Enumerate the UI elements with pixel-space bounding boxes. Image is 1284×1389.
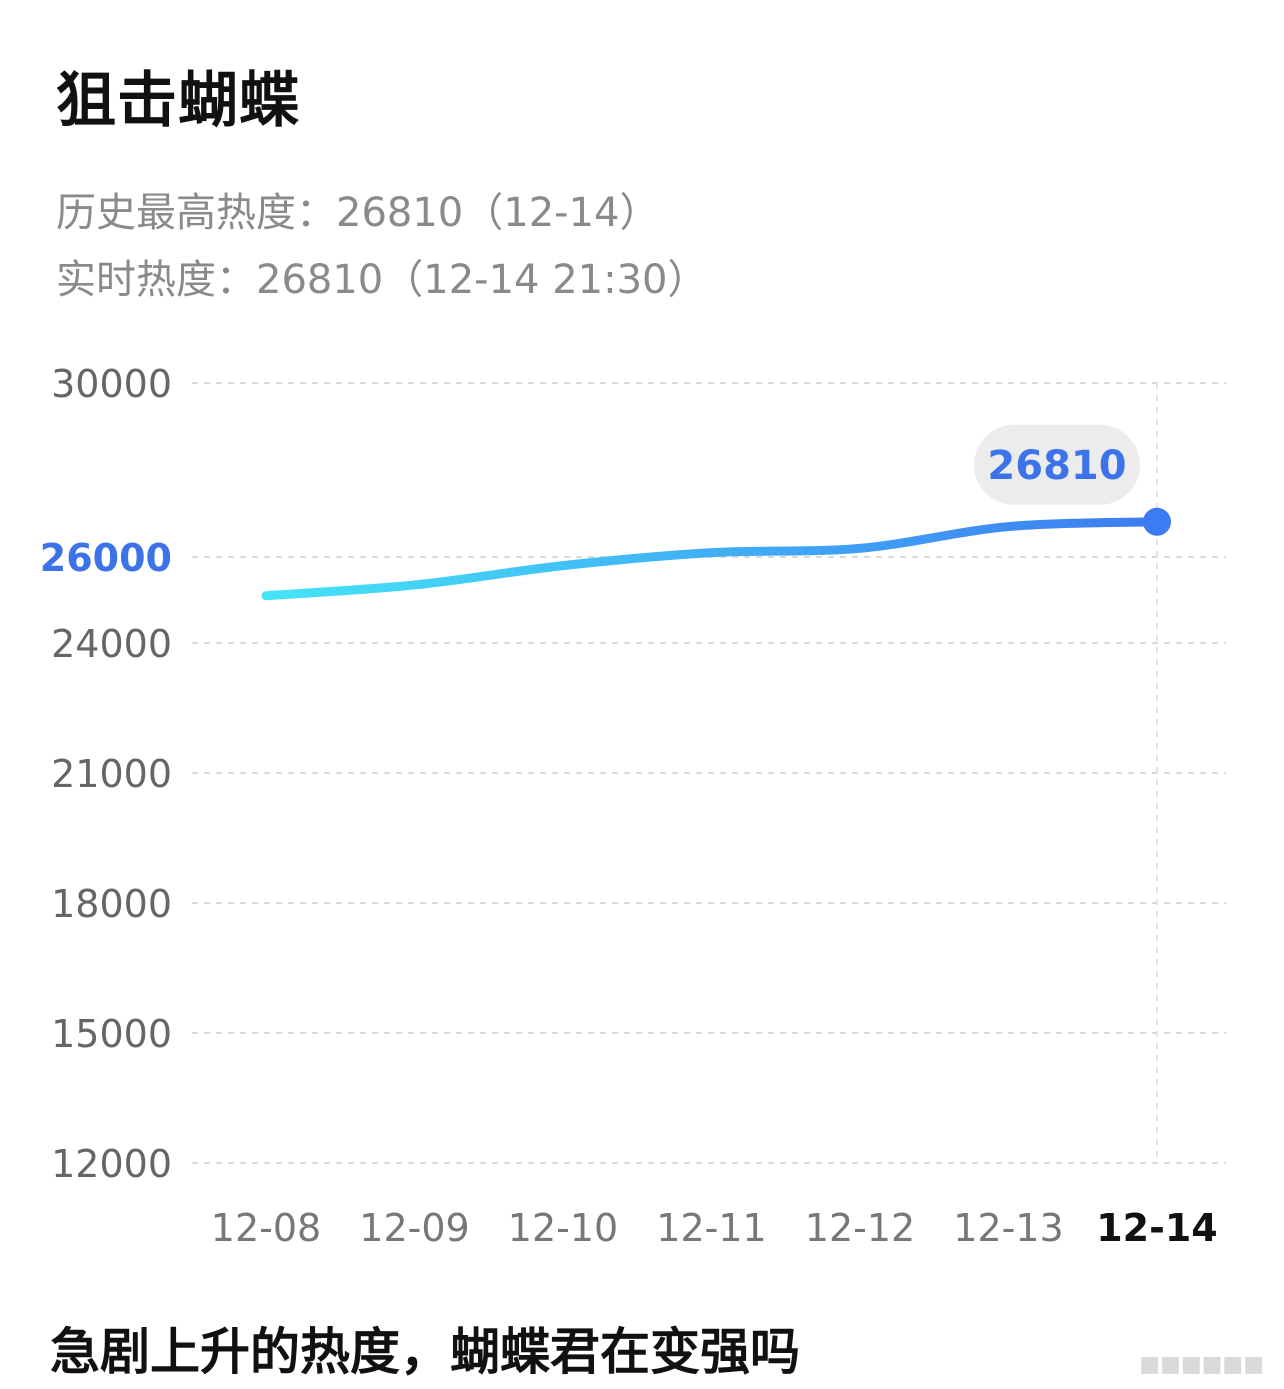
post-caption: 急剧上升的热度，蝴蝶君在变强吗 xyxy=(50,1323,800,1381)
peak-heat-label: 历史最高热度： xyxy=(56,190,336,236)
x-tick-label: 12-08 xyxy=(211,1206,321,1250)
realtime-heat-line: 实时热度：26810（12-14 21:30） xyxy=(56,247,707,305)
latest-data-point[interactable] xyxy=(1143,507,1171,536)
heat-line-chart: 12000 15000 18000 21000 24000 26000 30000 12-0… xyxy=(40,362,1226,1250)
watermark: ■■■■■■ xyxy=(1139,1352,1264,1377)
peak-heat-value: 26810 xyxy=(336,190,464,236)
y-tick-label: 30000 xyxy=(51,362,172,406)
x-tick-label: 12-12 xyxy=(805,1206,915,1250)
y-tick-label: 12000 xyxy=(51,1142,172,1186)
y-tick-label: 15000 xyxy=(51,1012,172,1056)
value-tooltip: 26810 xyxy=(974,424,1140,505)
x-tick-label: 12-11 xyxy=(656,1206,766,1250)
x-tick-label: 12-09 xyxy=(359,1206,469,1250)
y-tick-label: 18000 xyxy=(51,882,172,926)
series-line xyxy=(261,517,1162,601)
peak-heat-date: （12-14） xyxy=(463,190,660,236)
y-tick-label: 26000 xyxy=(40,536,172,580)
realtime-heat-label: 实时热度： xyxy=(56,257,256,303)
x-tick-label: 12-13 xyxy=(953,1206,1063,1250)
peak-heat-line: 历史最高热度：26810（12-14） xyxy=(56,180,659,238)
page-title: 狙击蝴蝶 xyxy=(56,66,300,136)
realtime-heat-value: 26810 xyxy=(256,257,384,303)
x-tick-label: 12-14 xyxy=(1096,1206,1218,1250)
x-tick-label: 12-10 xyxy=(508,1206,618,1250)
tooltip-value: 26810 xyxy=(987,443,1126,489)
y-tick-label: 21000 xyxy=(51,752,172,796)
tooltip-background xyxy=(974,424,1140,505)
y-tick-label: 24000 xyxy=(51,622,172,666)
realtime-heat-time: （12-14 21:30） xyxy=(383,257,708,303)
